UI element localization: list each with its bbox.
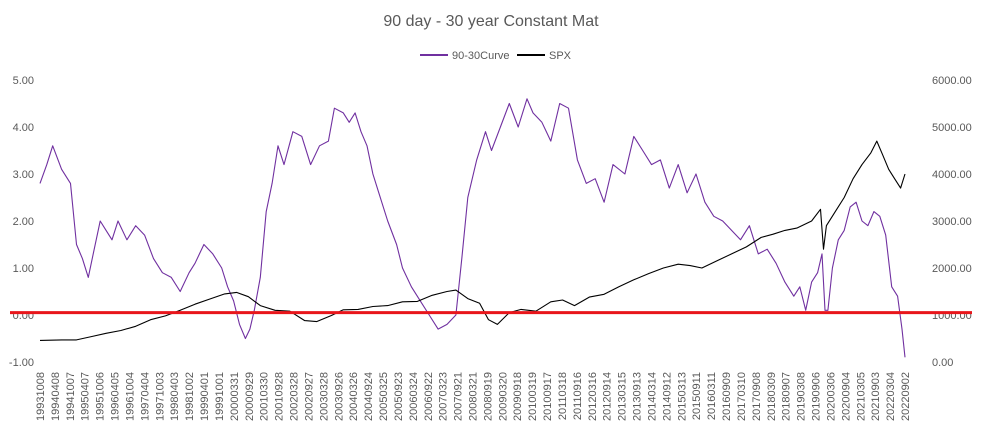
x-tick-label: 20220902: [900, 372, 912, 421]
y-right-tick-label: 6000.00: [932, 75, 972, 87]
y-right-tick-label: 2000.00: [932, 263, 972, 275]
x-tick-label: 20200306: [825, 372, 837, 421]
y-left-tick-label: -1.00: [9, 357, 34, 369]
x-tick-label: 20220304: [885, 372, 897, 421]
y-left-tick-label: 2.00: [13, 216, 34, 228]
x-tick-label: 19961004: [125, 372, 137, 421]
x-tick-label: 20150313: [676, 372, 688, 421]
x-tick-label: 20070921: [453, 372, 465, 421]
x-tick-label: 20030328: [318, 372, 330, 421]
x-tick-label: 20040924: [363, 372, 375, 421]
chart-title: 90 day - 30 year Constant Mat: [383, 13, 599, 30]
y-left-tick-label: 4.00: [13, 122, 34, 134]
x-tick-label: 19951006: [95, 372, 107, 421]
x-tick-label: 20130315: [617, 372, 629, 421]
x-tick-label: 20000331: [229, 372, 241, 421]
legend-label-spx: SPX: [549, 50, 572, 62]
x-tick-label: 20070323: [438, 372, 450, 421]
series-line-curve: [39, 98, 906, 358]
x-tick-label: 20080919: [482, 372, 494, 421]
x-tick-label: 19990401: [199, 372, 211, 421]
x-tick-label: 19960405: [110, 372, 122, 421]
x-tick-label: 20160909: [721, 372, 733, 421]
x-tick-label: 20060922: [423, 372, 435, 421]
x-tick-label: 20060324: [408, 372, 420, 421]
x-tick-label: 19970404: [139, 372, 151, 421]
y-left-tick-label: 1.00: [13, 263, 34, 275]
x-tick-label: 20100319: [527, 372, 539, 421]
x-tick-label: 20080321: [468, 372, 480, 421]
x-tick-label: 20130913: [632, 372, 644, 421]
x-tick-label: 20110916: [572, 372, 584, 420]
x-tick-label: 20190906: [811, 372, 823, 421]
x-tick-label: 20180309: [766, 372, 778, 421]
x-tick-label: 20030926: [333, 372, 345, 421]
x-tick-label: 20120914: [602, 372, 614, 421]
x-tick-label: 20010928: [274, 372, 286, 421]
x-tick-label: 20210903: [870, 372, 882, 421]
x-tick-label: 19971003: [154, 372, 166, 421]
legend: 90-30Curve SPX: [420, 50, 572, 62]
x-tick-label: 20050923: [393, 372, 405, 421]
plot-area: [10, 98, 972, 358]
x-axis: 19931008 19940408 19941007 19950407 19951006…: [35, 372, 912, 421]
x-tick-label: 19941007: [65, 372, 77, 421]
x-tick-label: 20210305: [855, 372, 867, 421]
x-tick-label: 20050325: [378, 372, 390, 421]
x-tick-label: 20110318: [557, 372, 569, 420]
x-tick-label: 20140314: [647, 372, 659, 421]
y-right-tick-label: 5000.00: [932, 122, 972, 134]
x-tick-label: 19931008: [35, 372, 47, 421]
y-axis-left: -1.000.001.002.003.004.005.00: [9, 75, 34, 369]
x-tick-label: 19950407: [80, 372, 92, 421]
x-tick-label: 20000929: [244, 372, 256, 421]
x-tick-label: 20020927: [303, 372, 315, 421]
y-left-tick-label: 5.00: [13, 75, 34, 87]
x-tick-label: 20190308: [796, 372, 808, 421]
x-tick-label: 20150911: [691, 372, 703, 420]
x-tick-label: 19981002: [184, 372, 196, 421]
x-tick-label: 20120316: [587, 372, 599, 421]
series-line-spx: [39, 140, 906, 341]
x-tick-label: 20170908: [751, 372, 763, 421]
x-tick-label: 20010330: [259, 372, 271, 421]
x-tick-label: 20020328: [289, 372, 301, 421]
y-right-tick-label: 3000.00: [932, 216, 972, 228]
x-tick-label: 19991001: [214, 372, 226, 421]
x-tick-label: 20160311: [706, 372, 718, 420]
x-tick-label: 20090918: [512, 372, 524, 421]
x-tick-label: 20090320: [497, 372, 509, 421]
y-right-tick-label: 0.00: [932, 357, 953, 369]
x-tick-label: 19940408: [50, 372, 62, 421]
x-tick-label: 20100917: [542, 372, 554, 421]
x-tick-label: 20040326: [348, 372, 360, 421]
legend-label-curve: 90-30Curve: [452, 50, 509, 62]
y-axis-right: 0.001000.002000.003000.004000.005000.006…: [932, 75, 972, 369]
x-tick-label: 20200904: [840, 372, 852, 421]
x-tick-label: 20140912: [661, 372, 673, 421]
x-tick-label: 20170310: [736, 372, 748, 421]
y-left-tick-label: 3.00: [13, 169, 34, 181]
x-tick-label: 19980403: [169, 372, 181, 421]
x-tick-label: 20180907: [781, 372, 793, 421]
y-right-tick-label: 4000.00: [932, 169, 972, 181]
